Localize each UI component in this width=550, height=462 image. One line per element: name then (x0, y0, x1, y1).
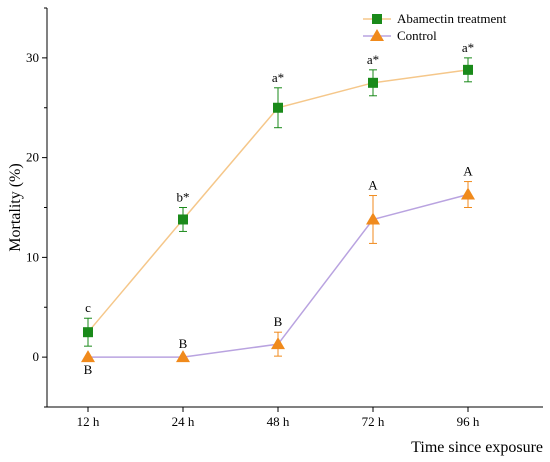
y-tick-label: 10 (26, 249, 39, 264)
x-axis-title: Time since exposure (411, 439, 543, 456)
x-tick-label: 24 h (172, 414, 195, 429)
y-tick-label: 0 (33, 349, 40, 364)
x-tick-label: 72 h (362, 414, 385, 429)
legend-label: Abamectin treatment (397, 11, 507, 26)
data-point (366, 212, 380, 225)
data-point (463, 64, 473, 75)
data-point (83, 327, 93, 338)
legend-marker (370, 29, 384, 41)
data-point (368, 77, 378, 88)
data-label: B (84, 362, 93, 377)
data-point (178, 214, 188, 225)
x-tick-label: 48 h (267, 414, 290, 429)
legend-label: Control (397, 28, 437, 43)
data-point (176, 350, 190, 363)
legend-item: Control (363, 28, 437, 43)
data-label: a* (272, 70, 284, 85)
data-label: a* (367, 52, 379, 67)
data-label: A (368, 178, 378, 193)
series-abamectin: c b* a* a* a* (83, 40, 474, 347)
legend-item: Abamectin treatment (363, 11, 507, 26)
x-tick-label: 12 h (77, 414, 100, 429)
data-point (271, 337, 285, 350)
data-label: b* (177, 190, 190, 205)
legend-marker (372, 14, 382, 24)
data-label: A (463, 164, 473, 179)
y-tick-label: 20 (26, 150, 39, 165)
y-tick-label: 30 (26, 50, 39, 65)
data-label: B (274, 314, 283, 329)
data-point (273, 102, 283, 113)
data-label: a* (462, 40, 474, 55)
data-label: B (179, 336, 188, 351)
data-point (81, 350, 95, 363)
x-tick-label: 96 h (457, 414, 480, 429)
series-control: B B B A A (81, 164, 475, 377)
data-label: c (85, 300, 91, 315)
data-point (461, 187, 475, 200)
y-axis-title: Mortality (%) (7, 163, 24, 251)
